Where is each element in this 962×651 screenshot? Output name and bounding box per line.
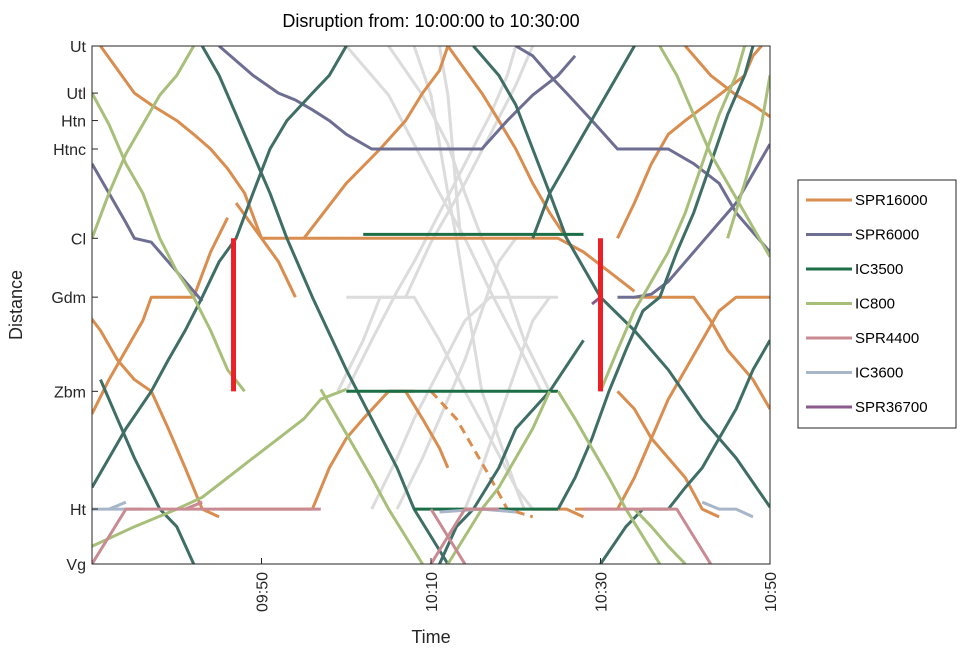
train-path xyxy=(515,46,770,253)
x-axis-ticks: 09:50 10:10 10:30 10:50 xyxy=(255,558,780,612)
ghost-train-path xyxy=(395,237,518,510)
y-tick-label: Ht xyxy=(70,502,87,519)
y-tick-label: Htnc xyxy=(53,142,86,159)
train-path xyxy=(556,46,755,510)
y-axis-title: Distance xyxy=(6,270,26,340)
train-path xyxy=(658,46,770,258)
train-path xyxy=(684,46,770,118)
ghost-train-path xyxy=(438,46,463,239)
ghost-train-path xyxy=(346,295,534,511)
y-tick-label: Ut xyxy=(70,39,87,56)
y-tick-label: Utl xyxy=(66,86,86,103)
legend-label: SPR16000 xyxy=(855,192,928,209)
train-path xyxy=(429,507,499,564)
train-path xyxy=(617,143,770,299)
y-tick-label: Cl xyxy=(71,231,86,248)
legend-label: SPR4400 xyxy=(855,330,919,347)
train-path xyxy=(92,92,246,393)
legend-label: SPR36700 xyxy=(855,399,928,416)
ghost-train-path xyxy=(370,295,559,510)
train-path xyxy=(599,46,747,392)
train-path xyxy=(92,46,196,239)
ghost-train-path xyxy=(344,46,518,392)
train-path xyxy=(92,162,204,303)
train-path xyxy=(634,295,770,410)
chart-title: Disruption from: 10:00:00 to 10:30:00 xyxy=(282,11,579,31)
train-path xyxy=(108,500,127,511)
train-path xyxy=(234,46,450,240)
train-paths xyxy=(92,46,770,564)
train-path xyxy=(219,389,415,511)
x-tick-label: 10:10 xyxy=(424,572,441,612)
x-axis-title: Time xyxy=(411,627,450,647)
ghost-train-path xyxy=(336,46,535,392)
y-tick-label: Gdm xyxy=(51,290,86,307)
train-path xyxy=(701,500,754,519)
train-path xyxy=(303,236,636,293)
train-path xyxy=(218,46,577,151)
train-path xyxy=(92,217,229,415)
train-path xyxy=(92,387,347,548)
legend-label: IC3500 xyxy=(855,261,903,278)
train-path xyxy=(99,379,196,564)
train-path xyxy=(726,75,770,239)
y-tick-label: Zbm xyxy=(54,384,86,401)
train-path xyxy=(92,46,348,489)
rerouted-ghost-lines xyxy=(336,46,559,511)
y-tick-label: Htn xyxy=(61,114,86,131)
train-path xyxy=(429,390,534,519)
train-path xyxy=(633,508,687,564)
legend-label: IC3600 xyxy=(855,365,903,382)
train-path xyxy=(531,46,636,239)
train-path xyxy=(583,507,712,564)
legend-label: IC800 xyxy=(855,296,895,313)
train-path xyxy=(99,46,297,298)
train-path xyxy=(319,388,424,564)
legend-label: SPR6000 xyxy=(855,227,919,244)
x-tick-label: 10:50 xyxy=(763,572,780,612)
legend: SPR16000 SPR6000 IC3500 IC800 SPR4400 IC3600 S… xyxy=(797,179,957,429)
ghost-train-path xyxy=(387,46,552,392)
y-tick-label: Vg xyxy=(66,557,86,574)
y-axis-ticks: Ut Utl Htn Htnc Cl Gdm Zbm Ht Vg xyxy=(51,39,98,574)
train-path xyxy=(92,500,203,564)
disruption-markers xyxy=(231,238,603,392)
train-path xyxy=(446,46,568,240)
train-path xyxy=(472,46,770,508)
train-path xyxy=(616,46,763,239)
x-tick-label: 09:50 xyxy=(255,572,272,612)
train-path xyxy=(446,390,552,564)
ghost-train-path xyxy=(463,296,551,510)
train-path xyxy=(556,390,662,564)
x-tick-label: 10:30 xyxy=(594,572,611,612)
train-path xyxy=(438,339,585,564)
train-path xyxy=(429,508,467,564)
train-path xyxy=(200,46,450,564)
train-path xyxy=(599,339,770,564)
train-path xyxy=(616,390,720,519)
